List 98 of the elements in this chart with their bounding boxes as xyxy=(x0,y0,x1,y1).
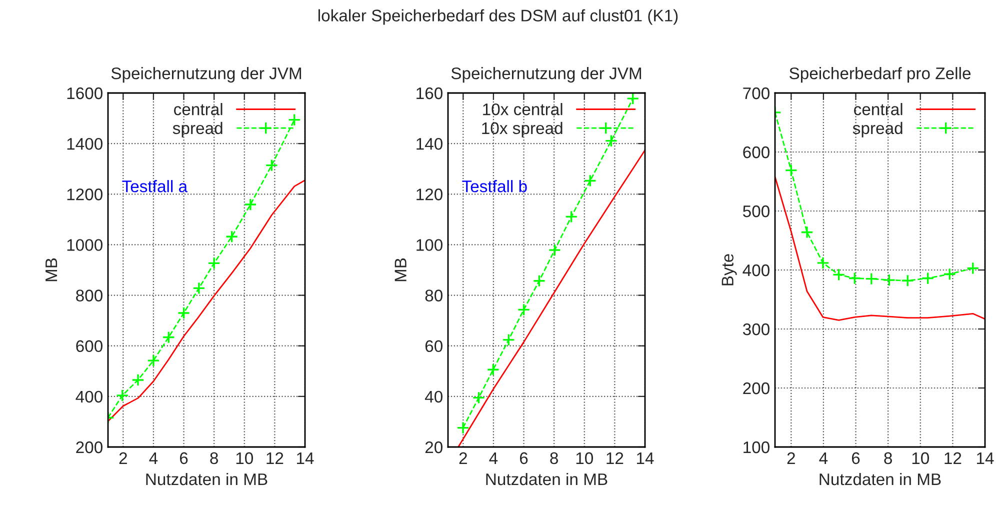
x-tick-label: 6 xyxy=(180,452,188,464)
point xyxy=(177,306,190,320)
y-tick-label: 400 xyxy=(76,390,102,403)
legend-label: spread xyxy=(172,122,222,138)
point xyxy=(832,268,846,282)
legend-label: central xyxy=(854,103,902,116)
point xyxy=(147,354,160,367)
point xyxy=(502,333,516,346)
point xyxy=(564,210,578,224)
point xyxy=(116,389,129,402)
point xyxy=(456,421,470,434)
y-tick-label: 1000 xyxy=(67,239,102,251)
x-tick-label: 10 xyxy=(576,452,594,464)
y-tick-label: 40 xyxy=(424,390,442,403)
x-tick-label: 4 xyxy=(819,452,828,464)
x-tick-label: 14 xyxy=(637,452,654,464)
chart-title: Speichernutzung der JVM xyxy=(111,67,302,83)
x-tick-label: 8 xyxy=(550,452,558,464)
y-tick-label: 800 xyxy=(76,290,102,302)
x-axis-title: Nutzdaten in MB xyxy=(820,472,941,486)
point xyxy=(604,134,618,148)
y-tick-label: 700 xyxy=(743,87,770,100)
legend-label: 10x central xyxy=(483,103,562,116)
x-tick-label: 4 xyxy=(149,452,158,464)
x-axis-title: Nutzdaten in MB xyxy=(486,472,608,486)
x-tick-label: 8 xyxy=(884,452,892,464)
x-tick-label: 14 xyxy=(977,452,994,464)
point xyxy=(966,262,980,275)
legend-label: central xyxy=(174,103,222,116)
point xyxy=(901,274,914,288)
point xyxy=(848,272,862,285)
point xyxy=(816,256,830,270)
y-axis-title: Byte xyxy=(722,254,737,286)
point xyxy=(882,274,896,286)
y-axis-title: MB xyxy=(394,258,406,282)
y-tick-label: 1200 xyxy=(67,188,102,200)
y-tick-label: 20 xyxy=(425,441,442,454)
x-tick-label: 12 xyxy=(266,452,284,464)
x-tick-label: 12 xyxy=(944,452,962,464)
point xyxy=(517,303,530,316)
x-tick-label: 2 xyxy=(459,452,467,464)
point xyxy=(265,158,278,172)
x-tick-label: 2 xyxy=(119,452,127,464)
x-tick-label: 6 xyxy=(520,452,528,464)
y-tick-label: 600 xyxy=(743,146,770,158)
point xyxy=(784,164,798,177)
point xyxy=(800,226,814,239)
y-tick-label: 160 xyxy=(416,87,442,100)
point xyxy=(548,244,562,256)
point xyxy=(208,256,220,270)
x-tick-label: 6 xyxy=(852,452,860,464)
x-tick-label: 8 xyxy=(210,452,218,464)
x-axis-title: Nutzdaten in MB xyxy=(146,472,268,486)
x-tick-label: 10 xyxy=(236,452,254,464)
x-tick-label: 2 xyxy=(787,452,795,464)
y-tick-label: 100 xyxy=(416,239,442,251)
point xyxy=(244,198,257,211)
point xyxy=(132,374,144,386)
line-series xyxy=(775,176,985,321)
y-tick-label: 300 xyxy=(742,323,770,336)
point xyxy=(865,272,878,286)
point xyxy=(225,230,238,244)
point xyxy=(532,274,546,288)
y-tick-label: 60 xyxy=(425,340,442,352)
point xyxy=(192,282,206,295)
chart-title: Speichernutzung der JVM xyxy=(451,67,642,83)
point xyxy=(486,363,500,376)
point xyxy=(626,93,640,105)
point xyxy=(921,272,934,285)
y-axis-title: MB xyxy=(46,258,58,282)
y-tick-label: 200 xyxy=(76,441,102,454)
x-tick-label: 14 xyxy=(297,452,314,464)
point xyxy=(288,113,301,126)
text: lokaler Speicherbedarf des DSM auf clust01 (K1) xyxy=(318,9,678,25)
point xyxy=(584,174,597,188)
legend-label: spread xyxy=(852,122,902,138)
x-tick-label: 4 xyxy=(489,452,498,464)
y-tick-label: 100 xyxy=(744,441,770,454)
y-tick-label: 1600 xyxy=(67,87,102,100)
legend-label: 10x spread xyxy=(482,122,562,138)
y-tick-label: 200 xyxy=(743,382,770,394)
y-tick-label: 120 xyxy=(416,188,442,200)
y-tick-label: 1400 xyxy=(67,138,102,150)
chart-title: Speicherbedarf pro Zelle xyxy=(790,67,971,83)
y-tick-label: 400 xyxy=(742,264,770,276)
y-tick-label: 600 xyxy=(76,340,102,352)
y-tick-label: 140 xyxy=(416,138,442,150)
point xyxy=(472,391,486,404)
point xyxy=(162,330,176,344)
y-tick-label: 500 xyxy=(743,205,770,218)
x-tick-label: 12 xyxy=(606,452,624,464)
annotation: Testfall b xyxy=(462,180,527,192)
line-series xyxy=(108,180,305,422)
annotation: Testfall a xyxy=(122,180,188,192)
y-tick-label: 80 xyxy=(425,290,442,302)
x-tick-label: 10 xyxy=(912,452,930,464)
point xyxy=(943,268,956,281)
line-series xyxy=(458,149,645,447)
